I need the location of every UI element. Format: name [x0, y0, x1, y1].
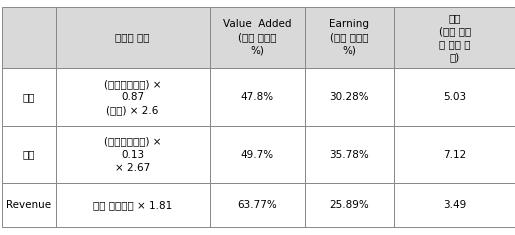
Bar	[56, 183, 210, 227]
Bar	[56, 68, 210, 126]
Text: 고용
(백만 달러
당 고용 인
원): 고용 (백만 달러 당 고용 인 원)	[439, 13, 471, 63]
Bar	[210, 7, 304, 68]
Text: 직접적 영향: 직접적 영향	[115, 33, 150, 43]
Text: 63.77%: 63.77%	[237, 200, 277, 210]
Text: (단위설치비용) ×
0.87
(제조) × 2.6: (단위설치비용) × 0.87 (제조) × 2.6	[104, 79, 161, 115]
Bar	[304, 68, 394, 126]
Text: 49.7%: 49.7%	[241, 149, 273, 160]
Text: 47.8%: 47.8%	[241, 92, 273, 102]
Text: 30.28%: 30.28%	[330, 92, 369, 102]
Text: 7.12: 7.12	[443, 149, 466, 160]
Text: Revenue: Revenue	[6, 200, 51, 210]
Bar	[2, 68, 56, 126]
Text: 건설: 건설	[22, 149, 35, 160]
Text: 25.89%: 25.89%	[330, 200, 369, 210]
Text: Earning
(직접 영향의
%): Earning (직접 영향의 %)	[330, 20, 369, 56]
Bar	[394, 68, 515, 126]
Text: 연간 전기수입 × 1.81: 연간 전기수입 × 1.81	[93, 200, 172, 210]
Bar	[210, 183, 304, 227]
Text: 5.03: 5.03	[443, 92, 466, 102]
Bar	[210, 126, 304, 183]
Bar	[304, 183, 394, 227]
Text: 3.49: 3.49	[443, 200, 466, 210]
Bar	[394, 7, 515, 68]
Text: 제조: 제조	[22, 92, 35, 102]
Bar	[394, 183, 515, 227]
Bar	[394, 126, 515, 183]
Text: Value  Added
(직접 영향의
%): Value Added (직접 영향의 %)	[223, 20, 291, 56]
Bar	[304, 126, 394, 183]
Bar	[2, 126, 56, 183]
Bar	[2, 7, 56, 68]
Bar	[2, 183, 56, 227]
Bar	[210, 68, 304, 126]
Text: 35.78%: 35.78%	[330, 149, 369, 160]
Text: (단위설치비용) ×
0.13
× 2.67: (단위설치비용) × 0.13 × 2.67	[104, 136, 161, 173]
Bar	[56, 126, 210, 183]
Bar	[56, 7, 210, 68]
Bar	[304, 7, 394, 68]
